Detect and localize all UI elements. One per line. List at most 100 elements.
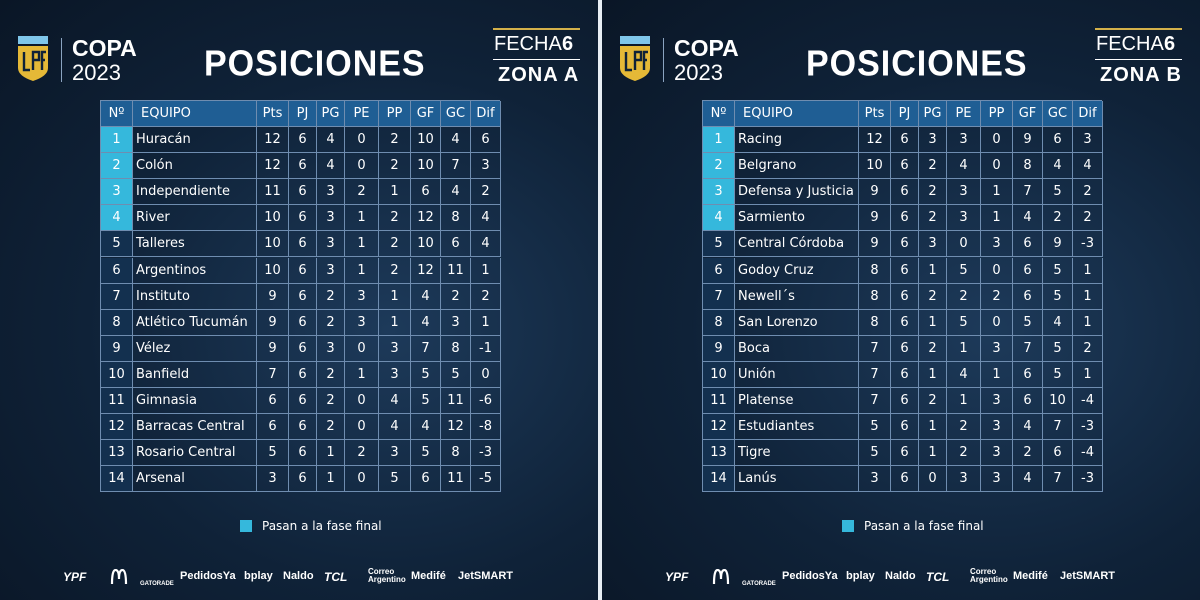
stat-cell: 3: [441, 309, 471, 336]
team-cell: Argentinos: [133, 257, 257, 284]
stat-cell: 6: [891, 466, 919, 493]
stat-cell: 1: [981, 205, 1013, 232]
stat-cell: 9: [257, 335, 289, 362]
header-cell: PE: [947, 101, 981, 127]
position-cell: 10: [101, 361, 133, 388]
stat-cell: 1: [981, 179, 1013, 206]
stat-cell: 6: [891, 440, 919, 467]
stat-cell: 1: [345, 257, 379, 284]
league-logo: [620, 36, 650, 81]
sponsor-name: JetSMART: [1060, 570, 1116, 582]
sponsor-name: Correo Argentino: [368, 567, 406, 584]
stat-cell: 6: [289, 153, 317, 180]
fecha-rule: [493, 28, 580, 30]
stat-cell: 12: [257, 153, 289, 180]
stat-cell: -3: [471, 440, 501, 467]
stat-cell: 2: [919, 179, 947, 206]
stat-cell: 5: [1043, 335, 1073, 362]
stat-cell: 10: [1043, 388, 1073, 414]
stat-cell: 6: [1043, 440, 1073, 467]
position-cell: 9: [703, 335, 735, 362]
stat-cell: -3: [1073, 414, 1103, 441]
stat-cell: 4: [379, 388, 411, 414]
stat-cell: -4: [1073, 440, 1103, 467]
sponsor-name: TCL: [926, 570, 950, 584]
team-cell: Arsenal: [133, 466, 257, 493]
sponsor-name: Medifé: [411, 570, 446, 582]
stat-cell: 9: [1043, 231, 1073, 258]
stat-cell: 1: [919, 414, 947, 441]
stat-cell: -3: [1073, 466, 1103, 493]
brand-year: 2023: [72, 60, 121, 85]
stat-cell: 0: [981, 257, 1013, 284]
legend-swatch: [842, 520, 854, 532]
position-cell: 12: [101, 414, 133, 441]
stat-cell: 1: [919, 361, 947, 388]
stat-cell: 3: [919, 127, 947, 153]
header-cell: EQUIPO: [735, 101, 859, 127]
position-cell: 7: [101, 283, 133, 310]
header-cell: PG: [919, 101, 947, 127]
stat-cell: 10: [411, 231, 441, 258]
position-cell: 1: [703, 127, 735, 153]
team-cell: Colón: [133, 153, 257, 180]
stat-cell: 6: [289, 388, 317, 414]
position-cell: 13: [101, 440, 133, 467]
stat-cell: 0: [981, 153, 1013, 180]
stat-cell: 2: [317, 283, 345, 310]
stat-cell: 6: [1013, 257, 1043, 284]
stat-cell: 6: [891, 361, 919, 388]
stat-cell: 7: [1043, 466, 1073, 493]
stat-cell: 6: [891, 179, 919, 206]
header-cell: PJ: [891, 101, 919, 127]
stat-cell: 2: [379, 231, 411, 258]
stat-cell: 6: [891, 205, 919, 232]
standings-panel: COPA 2023 POSICIONES FECHA 6 ZONA B Nº EQUIPO Pt…: [602, 0, 1200, 600]
position-cell: 7: [703, 283, 735, 310]
stat-cell: 7: [1013, 335, 1043, 362]
stat-cell: 0: [345, 153, 379, 180]
stat-cell: 11: [257, 179, 289, 206]
stat-cell: 9: [859, 205, 891, 232]
position-cell: 5: [703, 231, 735, 258]
title: POSICIONES: [806, 44, 1028, 84]
stat-cell: 4: [1013, 414, 1043, 441]
brand-year: 2023: [674, 60, 723, 85]
fecha-label: FECHA: [1096, 33, 1164, 55]
stat-cell: 8: [441, 440, 471, 467]
stat-cell: 9: [257, 283, 289, 310]
stat-cell: 2: [919, 283, 947, 310]
stat-cell: 3: [345, 309, 379, 336]
stat-cell: 2: [317, 309, 345, 336]
title: POSICIONES: [204, 44, 426, 84]
position-cell: 12: [703, 414, 735, 441]
stat-cell: 8: [441, 205, 471, 232]
stat-cell: 6: [289, 179, 317, 206]
stat-cell: 4: [441, 179, 471, 206]
stat-cell: 12: [411, 205, 441, 232]
team-cell: Defensa y Justicia: [735, 179, 859, 206]
team-cell: Talleres: [133, 231, 257, 258]
stat-cell: 5: [1043, 283, 1073, 310]
stat-cell: 0: [345, 335, 379, 362]
stat-cell: 2: [947, 283, 981, 310]
stat-cell: 6: [471, 127, 501, 153]
fecha-label: FECHA: [494, 33, 562, 55]
zona: ZONA B: [1100, 64, 1182, 86]
stat-cell: 2: [379, 127, 411, 153]
team-cell: Banfield: [133, 361, 257, 388]
stat-cell: 6: [289, 257, 317, 284]
stat-cell: 3: [317, 257, 345, 284]
stat-cell: 0: [345, 414, 379, 441]
stat-cell: 12: [441, 414, 471, 441]
stat-cell: 7: [441, 153, 471, 180]
stat-cell: 10: [411, 153, 441, 180]
stat-cell: -4: [1073, 388, 1103, 414]
stat-cell: 2: [379, 153, 411, 180]
stat-cell: 0: [919, 466, 947, 493]
sponsor-name: bplay: [244, 570, 273, 582]
stat-cell: -1: [471, 335, 501, 362]
brand-name: COPA: [72, 35, 137, 61]
stat-cell: 5: [859, 440, 891, 467]
position-cell: 11: [703, 388, 735, 414]
